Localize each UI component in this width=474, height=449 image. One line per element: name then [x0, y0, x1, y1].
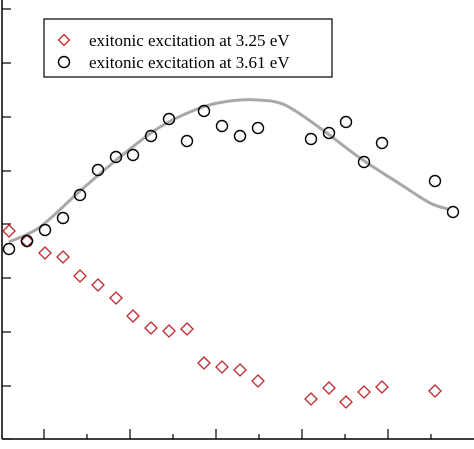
- data-point-diamond: [2, 224, 16, 238]
- data-point-circle: [126, 148, 140, 162]
- data-point-circle: [251, 121, 265, 135]
- data-point-circle: [73, 188, 87, 202]
- data-point-diamond: [375, 380, 389, 394]
- data-point-circle: [197, 104, 211, 118]
- data-point-diamond: [215, 360, 229, 374]
- data-point-circle: [304, 132, 318, 146]
- data-point-circle: [180, 134, 194, 148]
- legend: exitonic excitation at 3.25 eV exitonic e…: [43, 18, 333, 78]
- data-point-circle: [322, 126, 336, 140]
- data-point-circle: [2, 242, 16, 256]
- data-point-diamond: [38, 246, 52, 260]
- data-point-circle: [428, 174, 442, 188]
- data-point-diamond: [73, 269, 87, 283]
- fit-curve: [8, 98, 449, 244]
- data-point-circle: [109, 150, 123, 164]
- data-point-diamond: [162, 324, 176, 338]
- data-point-diamond: [251, 374, 265, 388]
- data-point-circle: [56, 211, 70, 225]
- fit-curve-layer: [8, 98, 449, 244]
- data-point-diamond: [357, 385, 371, 399]
- data-point-circle: [38, 223, 52, 237]
- data-point-diamond: [144, 321, 158, 335]
- data-point-diamond: [428, 384, 442, 398]
- data-point-diamond: [109, 291, 123, 305]
- data-point-diamond: [304, 392, 318, 406]
- legend-label: exitonic excitation at 3.25 eV: [89, 31, 290, 50]
- legend-label: exitonic excitation at 3.61 eV: [89, 53, 290, 72]
- data-point-circle: [339, 115, 353, 129]
- data-point-circle: [162, 112, 176, 126]
- data-point-diamond: [233, 363, 247, 377]
- data-point-circle: [233, 129, 247, 143]
- data-point-diamond: [197, 356, 211, 370]
- data-point-circle: [144, 129, 158, 143]
- data-point-diamond: [126, 309, 140, 323]
- data-point-diamond: [322, 381, 336, 395]
- plot-axes: [1, 0, 474, 440]
- data-point-diamond: [180, 322, 194, 336]
- data-point-circle: [375, 136, 389, 150]
- legend-marker-circle: [57, 55, 71, 69]
- legend-marker-diamond: [57, 33, 71, 47]
- data-point-circle: [446, 205, 460, 219]
- data-point-circle: [357, 155, 371, 169]
- legend-box: [43, 18, 333, 78]
- data-point-circle: [20, 234, 34, 248]
- data-points-layer: [2, 104, 460, 409]
- data-point-diamond: [339, 395, 353, 409]
- data-point-circle: [215, 119, 229, 133]
- data-point-diamond: [56, 250, 70, 264]
- data-point-diamond: [91, 278, 105, 292]
- data-point-circle: [91, 163, 105, 177]
